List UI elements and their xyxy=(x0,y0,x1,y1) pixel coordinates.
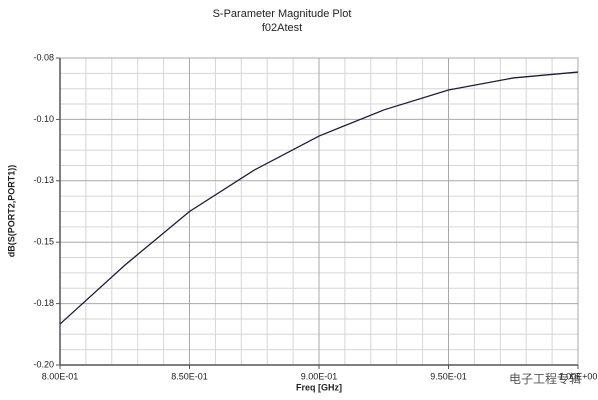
x-tick-label: 9.50E-01 xyxy=(430,371,467,381)
y-tick-label: -0.20 xyxy=(33,359,54,369)
x-tick-label: 8.00E-01 xyxy=(42,371,79,381)
y-tick-label: -0.10 xyxy=(33,114,54,124)
y-tick-label: -0.18 xyxy=(33,298,54,308)
chart-subtitle: f02Atest xyxy=(262,22,302,34)
x-tick-label: 1.00E+00 xyxy=(559,371,598,381)
x-axis-label: Freq [GHz] xyxy=(296,382,342,392)
watermark: 电子工程专辑 xyxy=(509,371,581,386)
x-tick-label: 8.50E-01 xyxy=(171,371,208,381)
y-tick-label: -0.15 xyxy=(33,237,54,247)
y-tick-label: -0.13 xyxy=(33,175,54,185)
chart-title: S-Parameter Magnitude Plot xyxy=(213,8,352,20)
y-tick-label: -0.08 xyxy=(33,52,54,62)
y-axis-label: dB(S(PORT2,PORT1)) xyxy=(6,165,16,258)
x-tick-label: 9.00E-01 xyxy=(301,371,338,381)
data-line xyxy=(59,71,579,325)
